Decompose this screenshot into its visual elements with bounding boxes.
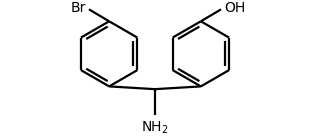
- Text: OH: OH: [224, 1, 245, 15]
- Text: Br: Br: [71, 1, 86, 15]
- Text: NH$_2$: NH$_2$: [141, 120, 169, 136]
